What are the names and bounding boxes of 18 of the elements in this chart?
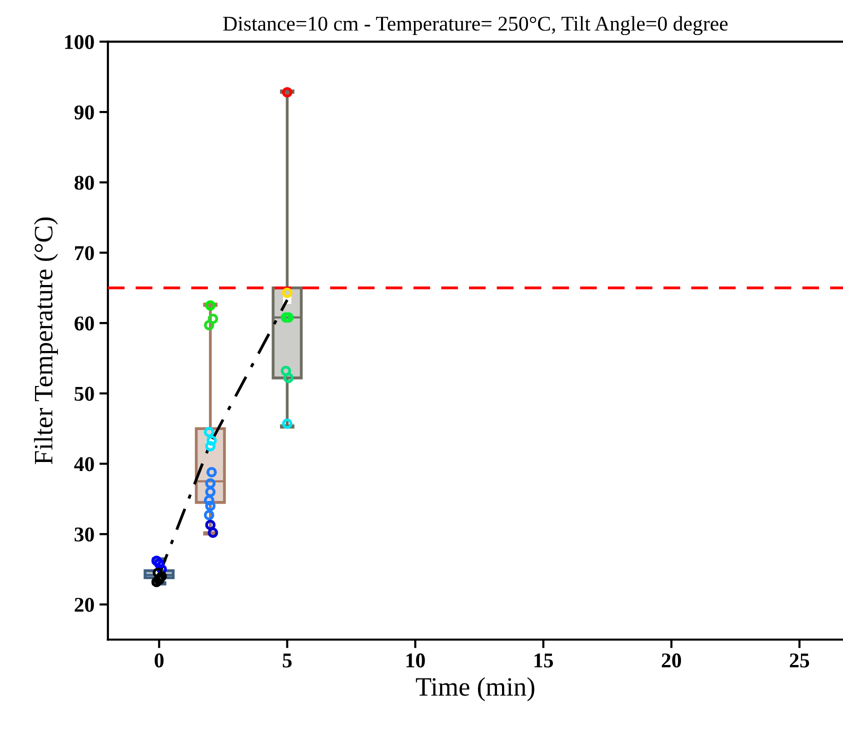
y-axis-title: Filter Temperature (°C): [34, 218, 58, 464]
x-tick-label: 25: [790, 653, 810, 668]
x-tick-label: 0: [154, 653, 164, 668]
y-tick-label: 60: [74, 316, 94, 330]
y-tick-label: 50: [74, 386, 94, 401]
chart-title: Distance=10 cm - Temperature= 250°C, Tilt Angle=0 degree: [223, 16, 728, 36]
x-axis-title: Time (min): [416, 677, 534, 702]
y-tick-label: 100: [65, 35, 94, 50]
x-tick-label: 15: [534, 654, 553, 668]
x-tick-label: 20: [662, 653, 682, 668]
y-tick-label: 40: [74, 457, 94, 472]
y-tick-label: 20: [74, 598, 94, 612]
y-tick-label: 30: [74, 527, 94, 542]
y-tick-label: 70: [75, 246, 94, 260]
x-tick-label: 10: [406, 653, 425, 668]
y-tick-label: 90: [74, 105, 94, 120]
x-tick-label: 5: [282, 654, 292, 668]
y-tick-label: 80: [74, 176, 94, 190]
